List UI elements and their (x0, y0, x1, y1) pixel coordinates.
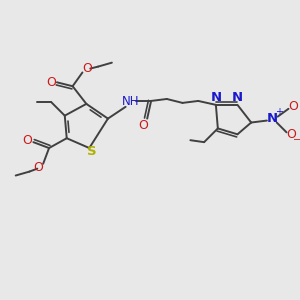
Text: O: O (138, 119, 148, 132)
Text: N: N (267, 112, 278, 125)
Text: N: N (232, 92, 243, 104)
Text: O: O (33, 161, 43, 174)
Text: O: O (22, 134, 32, 147)
Text: +: + (275, 107, 283, 117)
Text: S: S (87, 146, 97, 158)
Text: NH: NH (122, 95, 139, 108)
Text: O: O (82, 62, 92, 75)
Text: N: N (210, 92, 221, 104)
Text: −: − (293, 135, 300, 145)
Text: O: O (46, 76, 56, 89)
Text: O: O (286, 128, 296, 141)
Text: O: O (289, 100, 298, 113)
